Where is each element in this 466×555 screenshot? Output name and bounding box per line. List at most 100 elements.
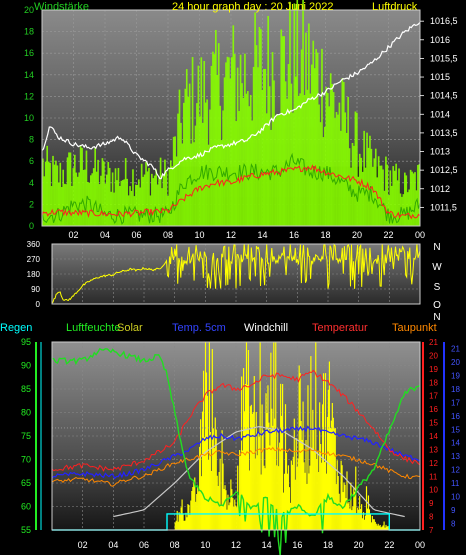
wind-gust-bar bbox=[273, 80, 275, 226]
solar-bar bbox=[380, 527, 382, 530]
solar-bar bbox=[283, 473, 286, 530]
wind-gust-bar bbox=[148, 167, 150, 226]
wind-gust-bar bbox=[398, 168, 400, 226]
solar-bar bbox=[298, 365, 300, 530]
solar-bar bbox=[323, 462, 326, 530]
wind-gust-bar bbox=[63, 183, 66, 226]
temperature-line bbox=[41, 164, 421, 220]
wind-gust-bar bbox=[322, 137, 325, 226]
solar-bar bbox=[214, 417, 216, 530]
wind-gust-bar bbox=[325, 86, 328, 226]
tick-label-right-red: 7 bbox=[429, 526, 434, 535]
solar-bar bbox=[342, 492, 344, 530]
wind-gust-bar bbox=[206, 99, 208, 226]
tick-label-right: 1015 bbox=[430, 72, 450, 82]
tick-label-x: 04 bbox=[100, 230, 110, 240]
tick-label-left: 20 bbox=[24, 5, 34, 15]
solar-bar bbox=[223, 489, 225, 530]
wind-gust-bar bbox=[89, 175, 92, 226]
wind-gust-bar bbox=[302, 0, 304, 226]
wind-gust-bar bbox=[42, 158, 44, 226]
solar-bar bbox=[238, 495, 240, 530]
tick-label-right: 1014,5 bbox=[430, 91, 458, 101]
solar-bar bbox=[385, 524, 387, 530]
wind-gust-bar bbox=[78, 172, 80, 226]
solar-bar bbox=[261, 404, 263, 530]
tick-label-right-red: 11 bbox=[429, 472, 438, 481]
legend-windchill: Windchill bbox=[244, 322, 288, 334]
wind-gust-bar bbox=[257, 67, 259, 226]
wind-gust-bar bbox=[105, 174, 108, 226]
tick-label-right-red: 13 bbox=[429, 445, 438, 454]
wind-gust-bar bbox=[107, 162, 110, 226]
temperatur-line bbox=[51, 369, 421, 472]
wind-gust-bar bbox=[114, 168, 117, 226]
tick-label-right-blue: 14 bbox=[451, 439, 460, 448]
wind-gust-bar bbox=[300, 49, 303, 226]
tick-label-left: 12 bbox=[24, 91, 34, 101]
solar-bar bbox=[174, 522, 176, 530]
tick-label-left: 360 bbox=[27, 240, 41, 249]
solar-bar bbox=[264, 468, 266, 530]
wind-gust-bar bbox=[159, 157, 162, 226]
solar-bar bbox=[182, 514, 184, 530]
solar-bar bbox=[339, 502, 341, 530]
solar-bar bbox=[215, 429, 217, 530]
solar-bar bbox=[187, 504, 189, 530]
solar-bar bbox=[335, 484, 337, 530]
solar-bar bbox=[243, 411, 246, 530]
tick-label-right-blue: 8 bbox=[451, 519, 456, 528]
wind-gust-bar bbox=[252, 66, 255, 226]
solar-bar bbox=[373, 519, 375, 530]
wind-gust-bar bbox=[229, 78, 232, 227]
wind-gust-bar bbox=[350, 167, 352, 226]
solar-bar bbox=[347, 503, 349, 530]
wind-gust-bar bbox=[412, 173, 415, 226]
wind-gust-bar bbox=[223, 77, 226, 226]
solar-bar bbox=[365, 486, 368, 530]
wind-gust-bar bbox=[52, 155, 54, 226]
solar-bar bbox=[217, 485, 219, 530]
solar-bar bbox=[240, 455, 242, 530]
wind-gust-bar bbox=[49, 162, 51, 226]
wind-gust-bar bbox=[315, 49, 317, 226]
temp-panel-marks bbox=[51, 342, 421, 555]
wind-gust-bar bbox=[390, 185, 393, 226]
solar-bar bbox=[287, 465, 290, 530]
wind-gust-bar bbox=[372, 166, 374, 226]
solar-bar bbox=[190, 500, 192, 530]
wind-gust-bar bbox=[244, 53, 246, 226]
wind-gust-bar bbox=[203, 60, 206, 227]
compass-label: N bbox=[433, 242, 440, 253]
tick-label-right: 1011,5 bbox=[430, 202, 457, 212]
wind-gust-bar bbox=[116, 180, 118, 226]
solar-bar bbox=[260, 474, 262, 530]
solar-bar bbox=[386, 526, 388, 530]
tick-label-left: 4 bbox=[29, 178, 34, 188]
tick-label-x: 10 bbox=[194, 230, 204, 240]
wind-gust-bar bbox=[228, 57, 230, 226]
tick-label-left: 10 bbox=[24, 113, 34, 123]
solar-bar bbox=[322, 404, 324, 530]
tick-label-x: 16 bbox=[292, 540, 302, 550]
wind-gust-bar bbox=[82, 169, 85, 226]
wind-gust-bar bbox=[151, 173, 153, 226]
wind-gust-bar bbox=[152, 178, 155, 226]
solar-bar bbox=[328, 361, 331, 530]
solar-bar bbox=[204, 342, 207, 530]
solar-bar bbox=[352, 506, 354, 530]
solar-bar bbox=[314, 451, 316, 530]
solar-bar bbox=[282, 492, 285, 530]
wind-gust-bar bbox=[175, 156, 178, 226]
wind-gust-bar bbox=[97, 159, 99, 226]
solar-bar bbox=[194, 477, 196, 530]
solar-bar bbox=[267, 385, 269, 530]
wind-gust-bar bbox=[56, 165, 59, 226]
wind-gust-bar bbox=[100, 175, 102, 226]
wind-gust-bar bbox=[113, 192, 115, 226]
tick-label-right: 1013,5 bbox=[430, 128, 458, 138]
tick-label-right-blue: 20 bbox=[451, 358, 460, 367]
solar-bar bbox=[337, 475, 339, 530]
wind-gust-bar bbox=[316, 52, 319, 227]
wind-gust-bar bbox=[382, 169, 384, 226]
